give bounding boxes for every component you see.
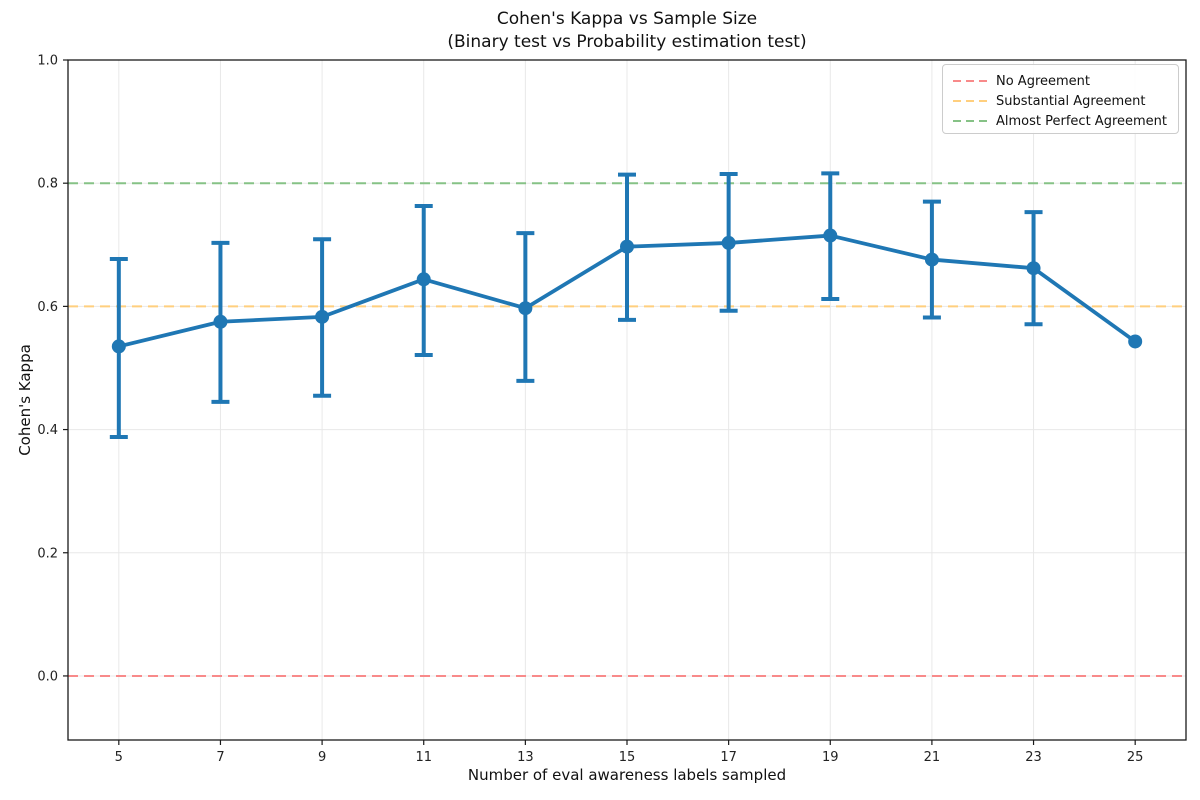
- legend-dash-sample: [953, 120, 987, 122]
- x-tick-label: 11: [415, 750, 432, 765]
- y-tick-label: 0.6: [37, 300, 58, 315]
- data-point: [1026, 261, 1041, 276]
- x-tick-label: 5: [115, 750, 123, 765]
- y-tick-label: 0.4: [37, 423, 58, 438]
- data-point: [111, 339, 126, 354]
- legend-label: No Agreement: [996, 73, 1091, 89]
- legend-item-almost-perfect-agreement: Almost Perfect Agreement: [953, 111, 1178, 131]
- y-tick-label: 0.8: [37, 177, 58, 192]
- legend-dash-sample: [953, 100, 987, 102]
- x-tick-label: 19: [822, 750, 839, 765]
- y-tick-label: 0.0: [37, 669, 58, 684]
- data-point: [924, 252, 939, 267]
- x-tick-label: 7: [216, 750, 224, 765]
- data-point: [620, 239, 634, 254]
- x-tick-label: 17: [720, 750, 737, 765]
- legend-item-substantial-agreement: Substantial Agreement: [953, 91, 1178, 111]
- reference-lines: [68, 182, 1186, 677]
- y-tick-label: 0.2: [37, 546, 58, 561]
- y-axis-label: Cohen's Kappa: [16, 344, 34, 456]
- x-tick-label: 13: [517, 750, 534, 765]
- legend-item-no-agreement: No Agreement: [953, 71, 1178, 91]
- axis-ticks: 5 7 9 11 13 15 17 19 21 23 25 0.0 0.2 0.4 0.6 0.8 1.0: [37, 54, 1143, 766]
- x-tick-label: 21: [924, 750, 941, 765]
- y-tick-label: 1.0: [37, 54, 58, 69]
- legend: No Agreement Substantial Agreement Almos…: [942, 64, 1179, 134]
- chart-subtitle: (Binary test vs Probability estimation t…: [447, 32, 807, 52]
- error-bars: [109, 171, 1043, 439]
- data-point: [721, 235, 736, 250]
- chart-title: Cohen's Kappa vs Sample Size: [496, 9, 758, 29]
- x-axis-label: Number of eval awareness labels sampled: [467, 766, 787, 784]
- data-point: [213, 314, 228, 329]
- chart-title-block: Cohen's Kappa vs Sample Size (Binary tes…: [68, 8, 1186, 54]
- x-tick-label: 15: [619, 750, 636, 765]
- x-tick-label: 23: [1025, 750, 1042, 765]
- legend-label: Substantial Agreement: [996, 93, 1146, 109]
- data-point: [1128, 334, 1143, 349]
- data-series: [111, 228, 1143, 354]
- data-point: [315, 309, 330, 324]
- data-point: [823, 228, 838, 243]
- data-point: [416, 272, 431, 287]
- x-tick-label: 25: [1127, 750, 1144, 765]
- gridlines: [68, 59, 1186, 740]
- data-point: [518, 301, 533, 316]
- legend-dash-sample: [953, 80, 987, 82]
- x-tick-label: 9: [318, 750, 326, 765]
- legend-label: Almost Perfect Agreement: [996, 113, 1167, 129]
